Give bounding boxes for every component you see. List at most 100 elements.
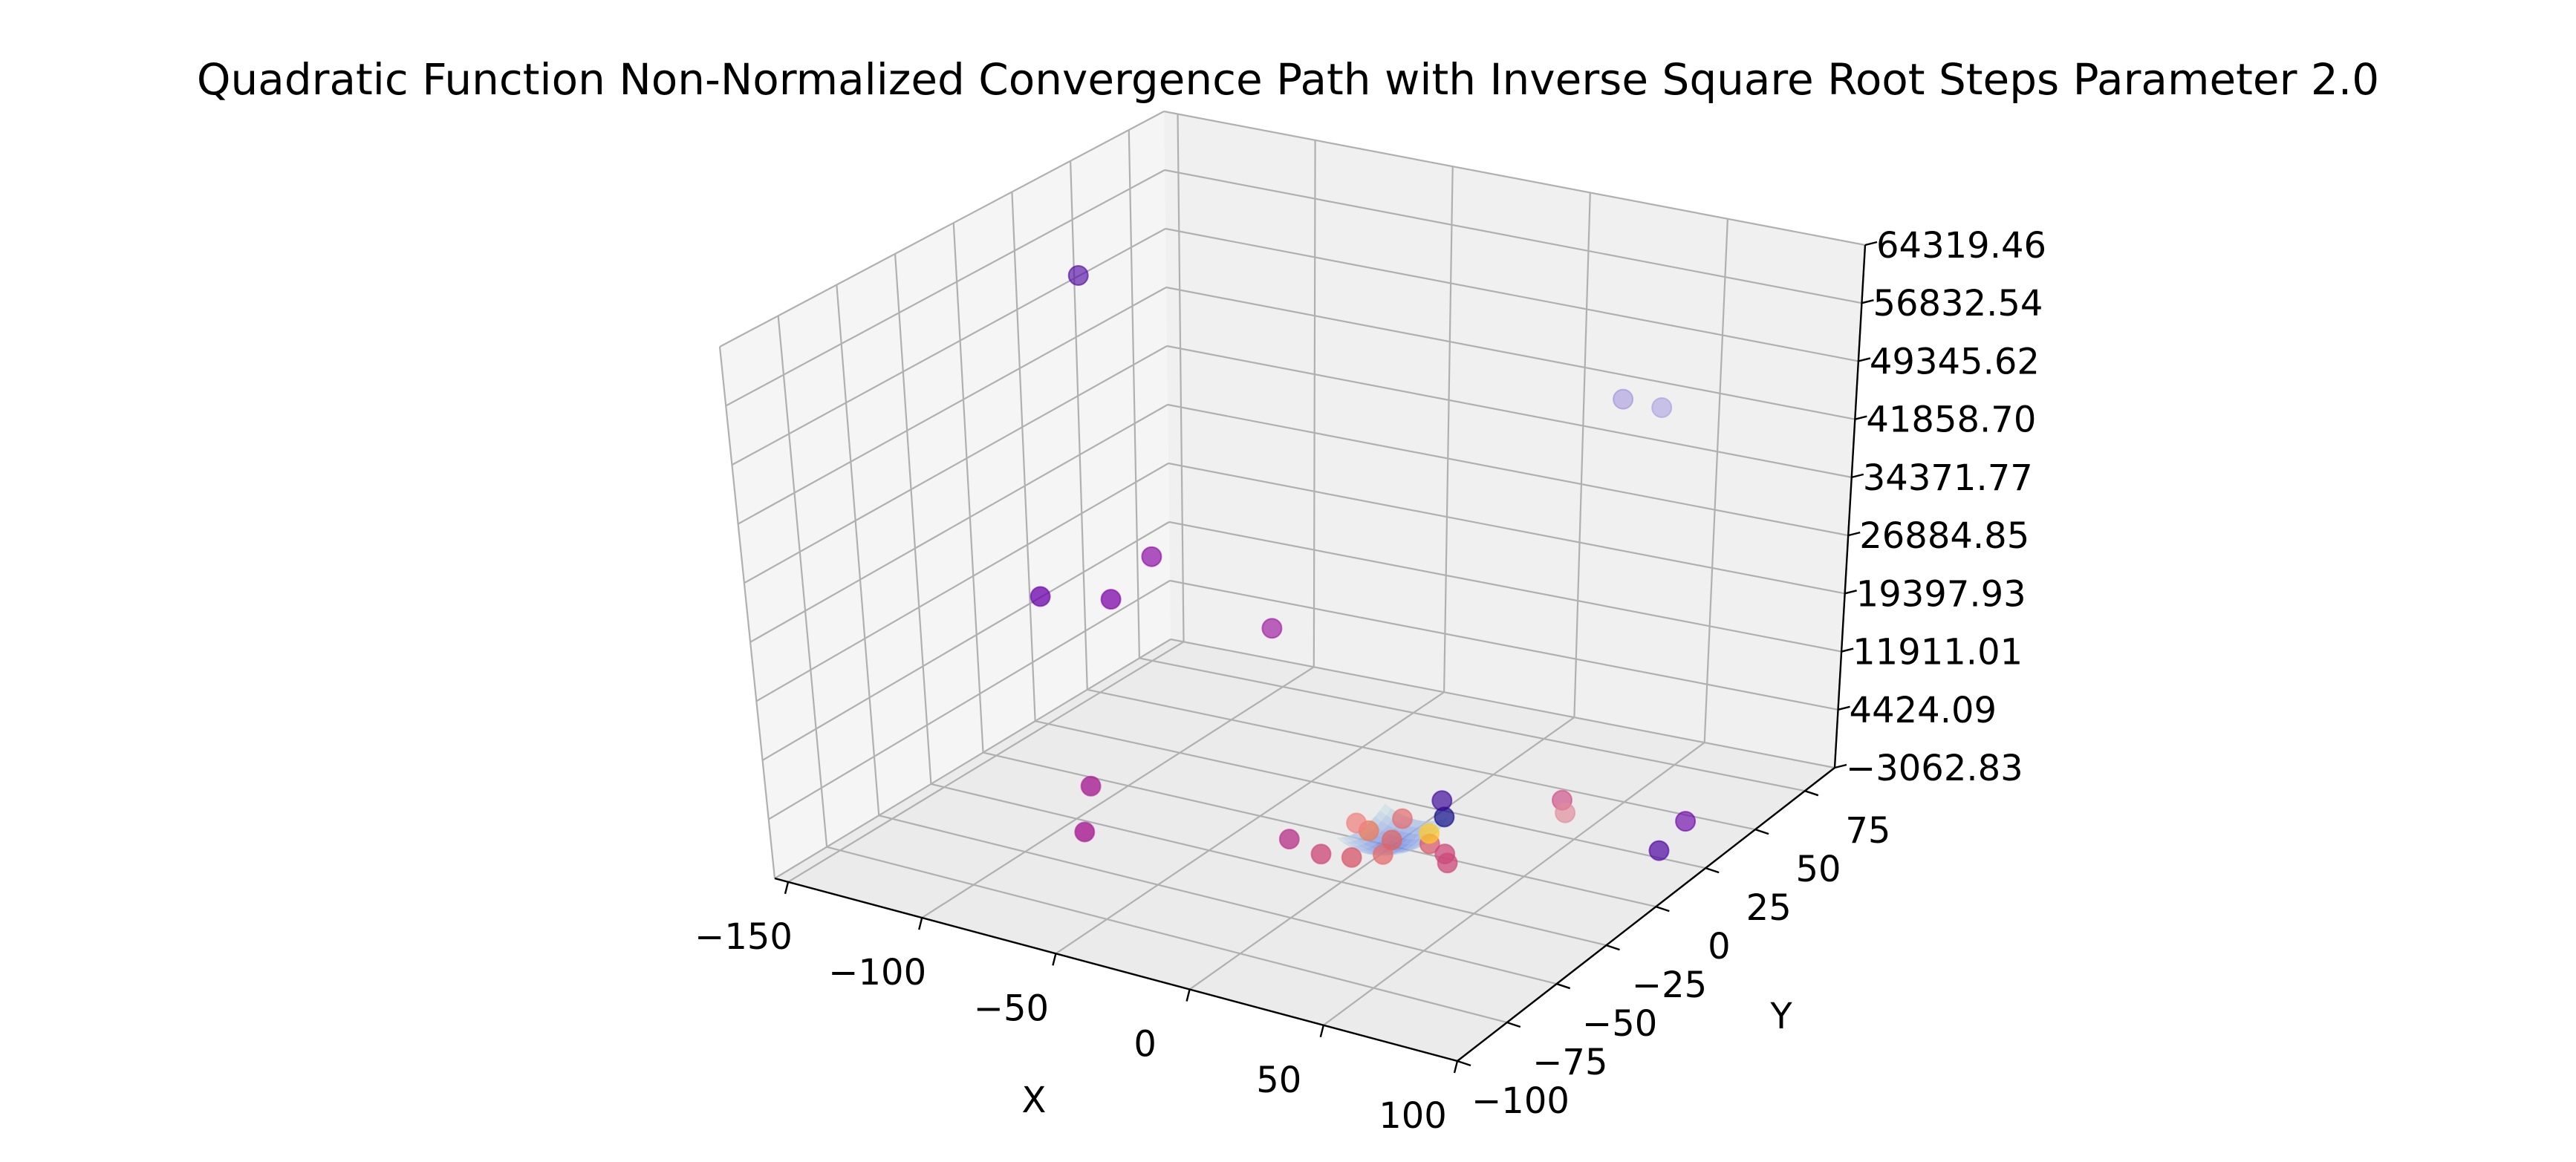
gridline [761,521,1170,761]
gridline [1165,227,1859,362]
scatter-point [1341,846,1362,868]
gridline [1323,742,1705,1026]
surface-cell [1408,833,1419,840]
surface-cell [1352,840,1364,846]
x-tick-label: 100 [1379,1095,1447,1137]
gridline [1166,345,1852,478]
surface-cell [1393,847,1405,851]
gridline [719,111,1165,347]
surface-cell [1409,838,1421,844]
scatter-point [1431,790,1453,812]
gridline [1011,192,1036,722]
gridline [1087,688,1756,831]
gridline [787,641,1185,883]
gridline [1169,579,1838,711]
x-axis-line [774,877,1458,1063]
gridline [921,666,1315,918]
surface-cell [1370,816,1382,826]
surface-cell [1402,832,1414,839]
y-tick-mark [1556,982,1571,990]
z-tick-mark [1844,590,1857,595]
surface-cell [1347,841,1359,846]
scatter-point [1419,823,1440,844]
left-wall-pane [720,111,1171,878]
gridline [725,169,1165,407]
z-tick-label: 49345.62 [1870,341,2040,382]
z-axis-line [1833,244,1867,768]
surface-cell [1399,847,1411,851]
surface-cell [1403,838,1415,844]
chart-title: Quadratic Function Non-Normalized Conver… [197,54,2379,105]
gridline [718,346,776,879]
gridline [826,846,1508,1024]
z-tick-mark [1841,647,1854,653]
surface-cell [1401,849,1413,853]
y-axis-line [1457,767,1835,1062]
z-tick-label: 4424.09 [1850,690,1997,731]
z-tick-label: 41858.70 [1866,399,2036,441]
z-tick-label: 19397.93 [1856,573,2026,615]
gridline [1128,130,1141,659]
x-tick-mark [1319,1025,1324,1038]
z-tick-mark [1838,705,1850,711]
surface-cell [1381,815,1393,826]
gridline [894,253,932,784]
gridline [774,639,1171,879]
x-tick-label: −50 [974,988,1049,1029]
scatter-point [1381,829,1402,851]
x-tick-label: −100 [828,952,926,993]
gridline [1313,140,1316,668]
gridline [836,284,880,816]
y-tick-label: 25 [1746,887,1792,929]
x-axis-label: X [1022,1080,1047,1121]
gridline [878,815,1557,985]
surface-cell [1359,849,1371,852]
x-tick-label: 0 [1133,1024,1157,1065]
gridline [1443,166,1454,693]
z-tick-mark [1861,299,1874,304]
gridline [1164,169,1862,304]
surface-cell [1411,820,1423,828]
y-tick-label: 50 [1796,849,1841,890]
surface-cell [1358,843,1370,849]
scatter-point [1074,821,1096,843]
scatter-point [1141,546,1162,567]
scatter-point [1392,808,1413,829]
z-tick-mark [1834,763,1847,769]
scatter-point [1261,618,1283,639]
gridline [777,316,828,847]
gridline [952,223,984,753]
gridline [744,345,1168,584]
surface-cell [1408,847,1419,852]
gridline [1139,657,1806,792]
surface-cell [1393,852,1405,855]
z-tick-mark [1858,357,1871,362]
gridline [768,580,1171,820]
gridline [1055,691,1445,955]
y-tick-mark [1754,829,1769,835]
surface-cell [1379,803,1391,815]
surface-cell [1336,838,1347,843]
surface-cell [1417,820,1429,829]
axis-lines [774,244,1867,1063]
scatter-point [1030,586,1051,607]
y-tick-label: 0 [1708,926,1731,967]
surface-cell [1363,841,1375,848]
z-tick-label: 26884.85 [1859,515,2029,557]
y-tick-label: −100 [1471,1080,1570,1122]
scatter-point [1437,852,1458,874]
gridline [749,404,1168,643]
surface-cell [1402,849,1414,854]
y-tick-mark [1606,944,1620,951]
z-tick-label: 11911.01 [1853,632,2023,673]
scatter-point [1648,840,1670,861]
y-tick-label: −75 [1532,1042,1607,1083]
scatter-point [1278,829,1300,850]
gridline [1170,638,1835,769]
scatter-point [1067,265,1089,286]
z-tick-mark [1855,415,1867,420]
surface-cell [1398,843,1410,848]
y-tick-label: −25 [1632,964,1707,1006]
